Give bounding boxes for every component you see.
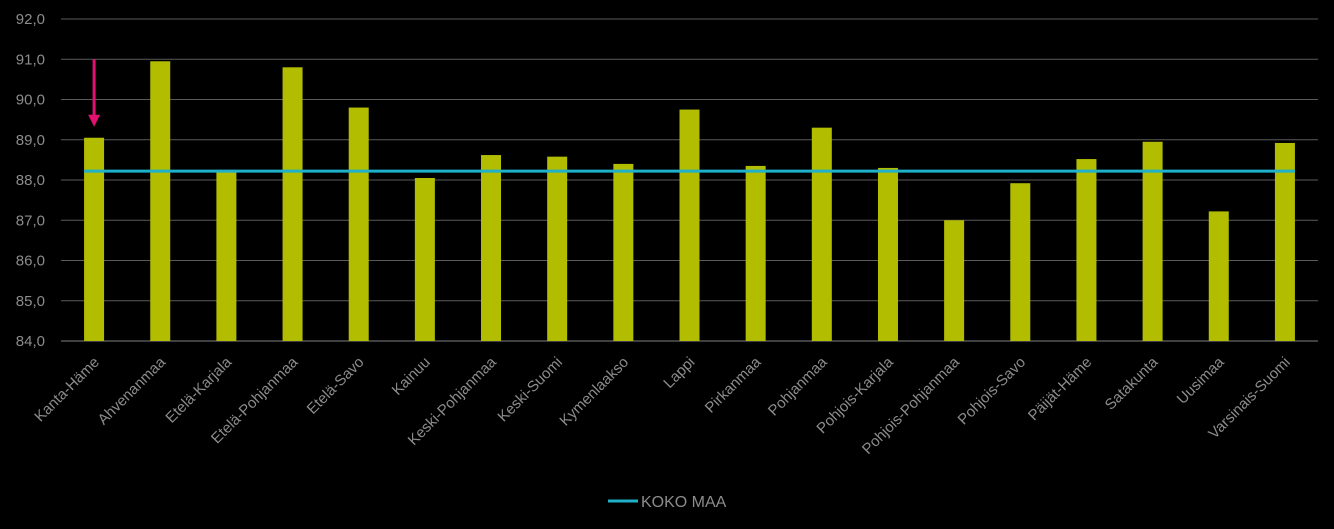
bar — [216, 169, 237, 341]
x-tick-label: Etelä-Karjala — [162, 353, 235, 426]
x-tick-label: Päijät-Häme — [1025, 354, 1095, 424]
legend-label-koko-maa: KOKO MAA — [641, 494, 727, 511]
bar — [613, 163, 634, 341]
bar — [481, 155, 502, 341]
bar — [1274, 142, 1295, 341]
bar — [282, 67, 303, 342]
bar — [150, 61, 171, 341]
bar — [1208, 211, 1229, 341]
bars — [84, 61, 1295, 342]
y-tick-label: 90,0 — [16, 92, 45, 109]
x-tick-label: Satakunta — [1102, 353, 1162, 413]
y-axis: 84,0 85,0 86,0 87,0 88,0 89,0 90,0 91,0 92,0 — [16, 11, 45, 350]
x-tick-label: Ahvenanmaa — [95, 353, 170, 428]
y-tick-label: 89,0 — [16, 132, 45, 149]
x-tick-label: Uusimaa — [1174, 353, 1228, 407]
bar — [944, 220, 965, 341]
x-tick-label: Lappi — [660, 354, 698, 392]
bar — [84, 137, 105, 341]
x-tick-label: Kainuu — [389, 354, 434, 399]
x-tick-label: Pirkanmaa — [702, 353, 765, 416]
legend: KOKO MAA — [608, 494, 727, 511]
y-tick-label: 87,0 — [16, 212, 45, 229]
x-tick-label: Kanta-Häme — [31, 354, 103, 426]
bar — [348, 107, 369, 341]
bar — [414, 177, 435, 341]
y-tick-label: 86,0 — [16, 253, 45, 270]
bar — [1076, 159, 1097, 341]
highlight-arrow-head — [88, 114, 101, 127]
y-tick-label: 85,0 — [16, 293, 45, 310]
bar — [547, 156, 568, 341]
bar — [1010, 183, 1031, 341]
x-tick-label: Kymenlaakso — [556, 354, 632, 430]
x-tick-label: Etelä-Savo — [304, 354, 368, 418]
bar — [877, 167, 898, 341]
x-axis: Kanta-HämeAhvenanmaaEtelä-KarjalaEtelä-P… — [31, 353, 1293, 457]
x-tick-label: Pohjanmaa — [765, 353, 831, 419]
y-tick-label: 92,0 — [16, 11, 45, 28]
y-tick-label: 84,0 — [16, 333, 45, 350]
y-tick-label: 88,0 — [16, 172, 45, 189]
x-tick-label: Keski-Suomi — [494, 354, 566, 426]
bar — [811, 127, 832, 341]
bar — [679, 109, 700, 341]
highlight-arrow-group — [88, 59, 101, 127]
bar — [745, 165, 766, 341]
bar — [1142, 141, 1163, 341]
x-tick-label: Pohjois-Savo — [955, 354, 1030, 429]
y-tick-label: 91,0 — [16, 51, 45, 68]
